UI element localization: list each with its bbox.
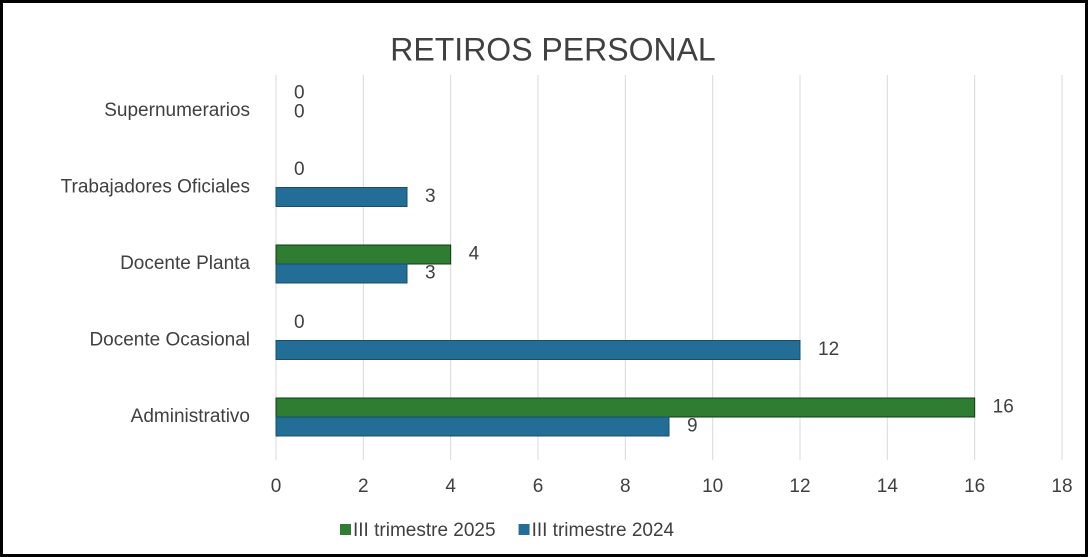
x-tick-label: 18 — [1051, 476, 1072, 497]
x-tick-label: 6 — [533, 476, 544, 497]
y-tick-label: Docente Ocasional — [89, 330, 250, 351]
x-tick-label: 16 — [964, 476, 985, 497]
bar — [275, 340, 801, 360]
legend-label: III trimestre 2024 — [532, 520, 675, 541]
bar — [275, 397, 976, 418]
bar — [275, 244, 452, 265]
bar — [275, 416, 670, 437]
y-tick-label: Trabajadores Oficiales — [61, 177, 250, 198]
data-label: 4 — [469, 244, 480, 265]
x-tick-label: 14 — [877, 476, 899, 497]
data-label: 9 — [687, 416, 698, 437]
data-label: 0 — [294, 83, 305, 104]
data-label: 16 — [993, 397, 1014, 418]
bar — [275, 263, 408, 284]
y-tick-label: Administrativo — [131, 406, 250, 427]
y-tick-label: Docente Planta — [120, 253, 250, 274]
data-label: 0 — [294, 159, 305, 180]
legend-label: III trimestre 2025 — [353, 520, 496, 541]
x-tick-label: 2 — [358, 476, 369, 497]
legend-swatch — [340, 524, 351, 535]
chart-title: RETIROS PERSONAL — [390, 31, 715, 67]
x-tick-label: 4 — [445, 476, 456, 497]
x-tick-label: 12 — [789, 476, 810, 497]
x-tick-label: 0 — [271, 476, 282, 497]
x-tick-label: 8 — [620, 476, 631, 497]
x-tick-label: 10 — [702, 476, 723, 497]
data-label: 0 — [294, 312, 305, 333]
data-label: 12 — [818, 339, 839, 360]
bar — [275, 187, 408, 207]
data-label: 3 — [425, 263, 436, 284]
legend-swatch — [518, 524, 530, 535]
y-tick-label: Supernumerarios — [104, 100, 250, 121]
data-label: 0 — [294, 102, 305, 123]
data-label: 3 — [425, 186, 436, 207]
